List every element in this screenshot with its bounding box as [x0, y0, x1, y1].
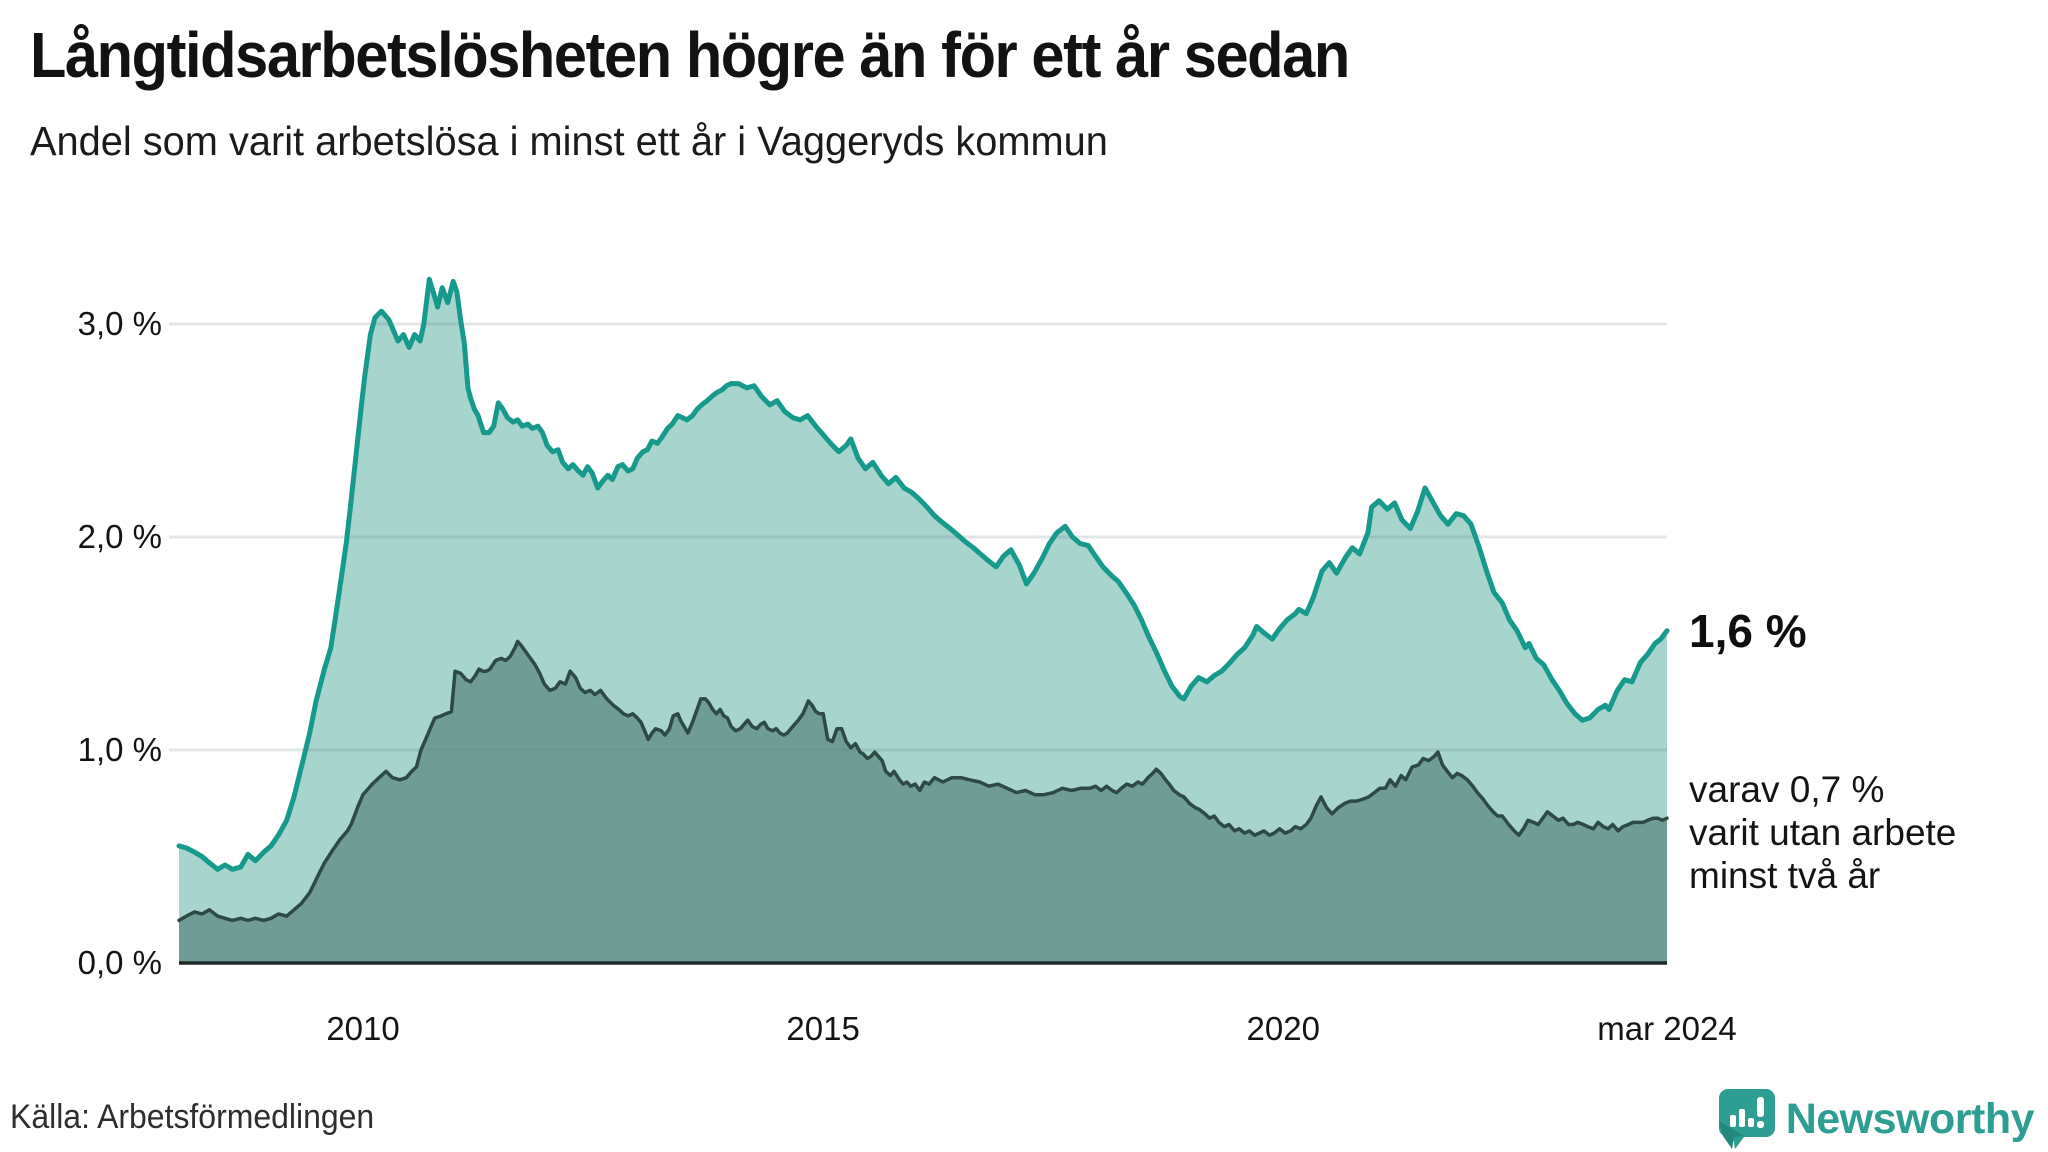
page-title: Långtidsarbetslösheten högre än för ett …	[30, 18, 2010, 92]
x-tick-2020: 2020	[1246, 1010, 1320, 1047]
page-subtitle: Andel som varit arbetslösa i minst ett å…	[30, 118, 1930, 165]
latest-value-label: 1,6 %	[1689, 604, 1807, 657]
y-tick-3,0 %: 3,0 %	[77, 305, 162, 342]
source-note: Källa: Arbetsförmedlingen	[10, 1098, 375, 1136]
chart-subtitle: Andel som varit arbetslösa i minst ett å…	[30, 118, 1108, 164]
x-tick-2015: 2015	[786, 1010, 860, 1047]
y-tick-0,0 %: 0,0 %	[77, 944, 162, 981]
series-line-0	[176, 276, 1670, 872]
x-tick-2010: 2010	[326, 1010, 400, 1047]
newsworthy-icon	[1718, 1089, 1775, 1149]
y-tick-1,0 %: 1,0 %	[77, 731, 162, 768]
two-year-note: varav 0,7 % varit utan arbete minst två år	[1689, 768, 1956, 897]
y-tick-2,0 %: 2,0 %	[77, 518, 162, 555]
chart-title: Långtidsarbetslösheten högre än för ett …	[30, 19, 1350, 91]
series-area-1	[179, 641, 1667, 963]
brand-wordmark: Newsworthy	[1785, 1094, 2035, 1143]
two-year-note-line: minst två år	[1689, 855, 1881, 896]
series-line-1	[177, 639, 1669, 923]
brand-logo: Newsworthy	[1718, 1088, 2035, 1150]
two-year-note-line: varav 0,7 %	[1689, 769, 1885, 810]
two-year-note-line: varit utan arbete	[1689, 812, 1957, 853]
x-tick-mar 2024: mar 2024	[1597, 1010, 1737, 1047]
